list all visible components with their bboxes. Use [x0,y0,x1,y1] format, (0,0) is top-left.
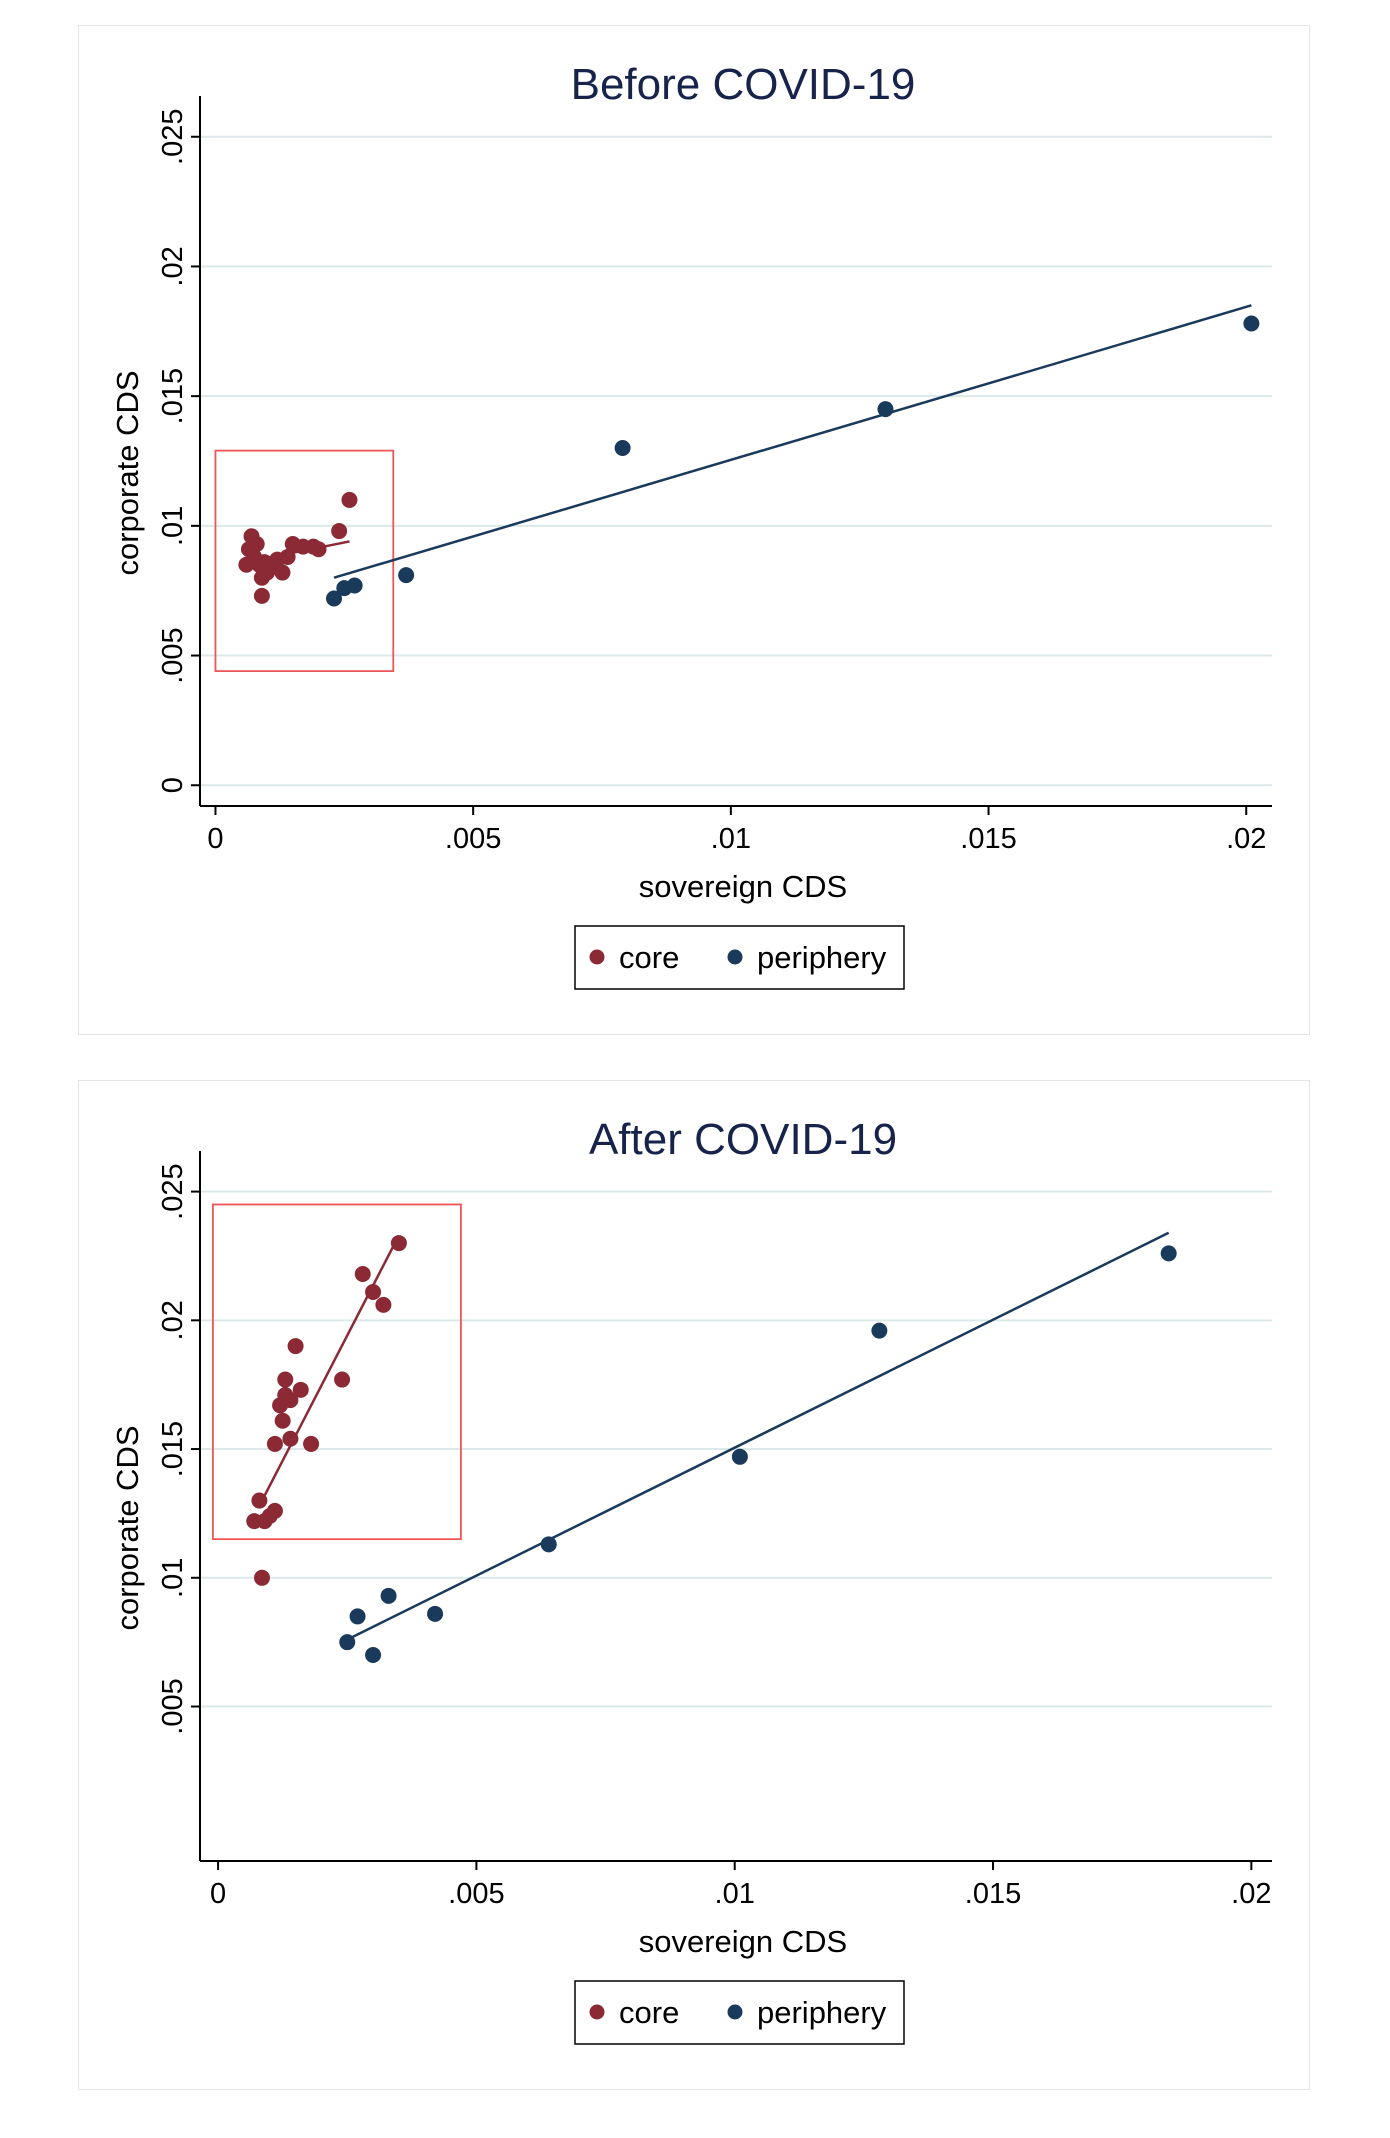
highlight-box [212,1203,462,1541]
point-periphery [398,567,415,584]
point-periphery [731,1448,748,1465]
y-tick-label: .02 [157,246,189,286]
point-core [334,1371,351,1388]
y-tick-label: .005 [157,627,189,683]
y-tick-label: .015 [157,1421,189,1477]
x-axis-title: sovereign CDS [639,1924,847,1959]
legend-marker-periphery [727,2004,743,2020]
legend-label-core: core [619,940,679,975]
chart-panel-after: After COVID-19 sovereign CDS corporate C… [78,1080,1310,2090]
y-tick-label: .01 [157,506,189,546]
point-periphery [871,1322,888,1339]
point-periphery [614,440,631,457]
point-core [390,1235,407,1252]
point-core [310,541,327,558]
point-core [253,587,270,604]
y-tick-label: .025 [157,1163,189,1219]
point-periphery [1243,315,1260,332]
chart-panel-before: Before COVID-19 sovereign CDS corporate … [78,25,1310,1035]
point-core [274,564,291,581]
point-core [287,1338,304,1355]
point-core [341,491,358,508]
point-periphery [365,1647,382,1664]
point-core [282,1392,299,1409]
legend: core periphery [574,1980,905,2045]
legend: core periphery [574,925,905,990]
x-axis-title: sovereign CDS [639,869,847,904]
y-tick-label: .01 [157,1558,189,1598]
point-periphery [1160,1245,1177,1262]
point-core [277,1371,294,1388]
x-tick-label: .02 [1226,823,1266,855]
scatter-chart-before: Before COVID-19 sovereign CDS corporate … [110,60,1272,990]
x-tick-label: .02 [1231,1878,1271,1910]
point-periphery [877,401,894,418]
y-tick-label: 0 [157,777,189,793]
x-tick-label: .005 [445,823,501,855]
point-periphery [346,577,363,594]
chart-title: After COVID-19 [589,1115,897,1164]
point-core [331,523,348,540]
legend-marker-periphery [727,949,743,965]
fit-line-core [258,1234,401,1507]
point-core [375,1296,392,1313]
fit-line-periphery [346,1231,1170,1641]
point-core [303,1435,320,1452]
y-tick-label: .025 [157,109,189,165]
point-periphery [380,1587,397,1604]
legend-label-periphery: periphery [757,940,887,975]
y-axis-title: corporate CDS [110,370,145,575]
y-axis-title: corporate CDS [110,1425,145,1630]
x-tick-label: .015 [965,1878,1021,1910]
x-tick-label: .005 [448,1878,504,1910]
point-core [279,548,296,565]
point-core [354,1265,371,1282]
legend-marker-core [589,2004,605,2020]
y-tick-label: .015 [157,368,189,424]
point-periphery [540,1536,557,1553]
point-core [266,1435,283,1452]
point-core [248,536,265,553]
point-periphery [339,1634,356,1651]
point-core [292,1381,309,1398]
x-tick-label: .01 [715,1878,755,1910]
point-core [253,1569,270,1586]
point-periphery [326,590,342,607]
point-core [274,1412,291,1429]
legend-label-periphery: periphery [757,1995,887,2030]
point-periphery [427,1605,444,1622]
scatter-chart-after: After COVID-19 sovereign CDS corporate C… [110,1115,1272,2045]
point-periphery [349,1608,366,1625]
x-tick-label: 0 [207,823,223,855]
legend-label-core: core [619,1995,679,2030]
x-tick-label: .01 [711,823,751,855]
point-core [282,1430,299,1447]
y-tick-label: .005 [157,1678,189,1734]
x-tick-label: 0 [210,1878,226,1910]
chart-title: Before COVID-19 [571,60,916,109]
x-tick-label: .015 [960,823,1016,855]
fit-line-periphery [333,304,1252,579]
point-core [251,1492,268,1509]
y-tick-label: .02 [157,1300,189,1340]
point-core [266,1502,283,1519]
legend-marker-core [589,949,605,965]
point-core [365,1284,382,1301]
